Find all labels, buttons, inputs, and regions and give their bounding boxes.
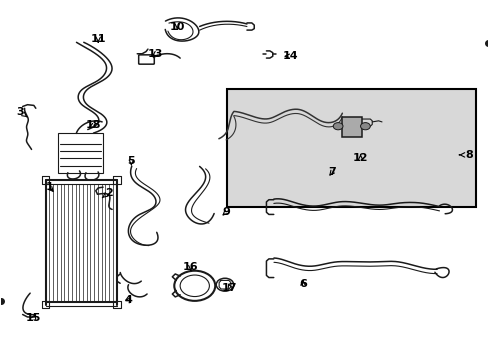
Text: 9: 9 bbox=[222, 207, 229, 217]
Text: 3: 3 bbox=[17, 107, 27, 117]
Circle shape bbox=[332, 123, 342, 130]
Text: 15: 15 bbox=[26, 313, 41, 323]
Text: 12: 12 bbox=[352, 153, 367, 163]
Bar bbox=[341, 117, 361, 137]
Text: 10: 10 bbox=[169, 22, 184, 32]
Text: 2: 2 bbox=[102, 188, 113, 198]
Text: 1: 1 bbox=[45, 182, 53, 192]
Text: 16: 16 bbox=[183, 262, 198, 272]
Bar bbox=[58, 134, 103, 173]
Text: 6: 6 bbox=[299, 279, 306, 289]
Text: 8: 8 bbox=[458, 150, 472, 160]
Bar bbox=[227, 89, 475, 207]
Text: 18: 18 bbox=[85, 121, 101, 130]
Text: 13: 13 bbox=[148, 49, 163, 59]
Text: 7: 7 bbox=[328, 167, 335, 177]
Text: 4: 4 bbox=[124, 295, 132, 305]
Text: 17: 17 bbox=[222, 283, 237, 293]
Text: 14: 14 bbox=[283, 51, 298, 61]
Circle shape bbox=[360, 123, 369, 130]
Text: 11: 11 bbox=[90, 35, 106, 44]
Text: 5: 5 bbox=[127, 156, 135, 166]
